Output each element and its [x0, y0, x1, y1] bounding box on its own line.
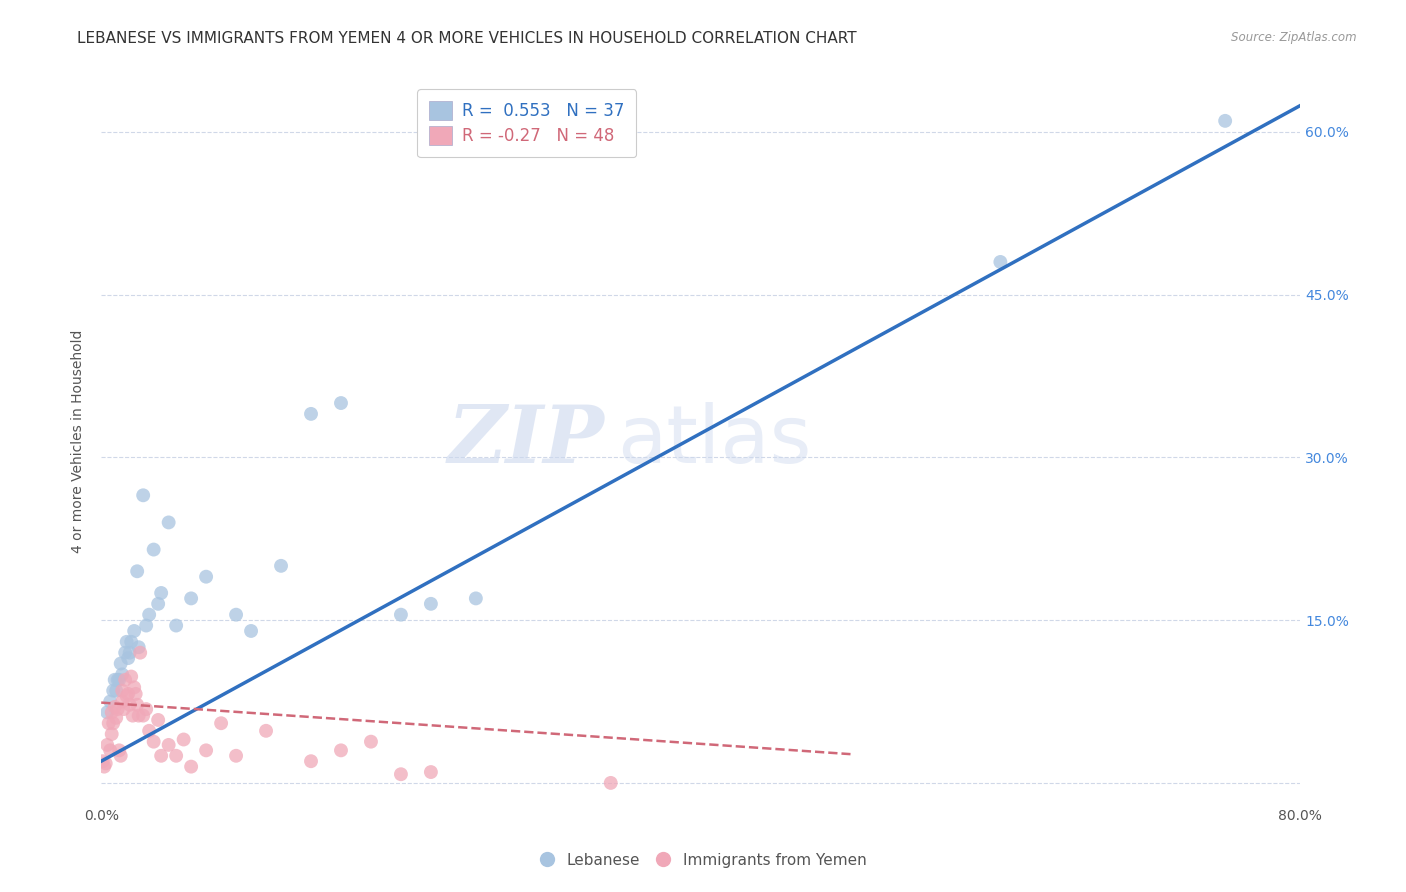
Point — [122, 681, 145, 695]
Text: LEBANESE VS IMMIGRANTS FROM YEMEN 4 OR MORE VEHICLES IN HOUSEHOLD CORRELATION CH: LEBANESE VS IMMIGRANTS FROM YEMEN 4 OR M… — [77, 31, 856, 46]
Point — [120, 635, 142, 649]
Point — [330, 743, 353, 757]
Point — [125, 687, 148, 701]
Point — [129, 646, 152, 660]
Point — [330, 396, 353, 410]
Point — [120, 669, 142, 683]
Point — [121, 708, 143, 723]
Point — [195, 570, 218, 584]
Point — [96, 706, 118, 720]
Point — [105, 683, 128, 698]
Text: atlas: atlas — [617, 402, 811, 480]
Point — [180, 591, 202, 606]
Point — [180, 759, 202, 773]
Point — [105, 711, 128, 725]
Point — [135, 702, 157, 716]
Point — [110, 657, 132, 671]
Point — [93, 759, 115, 773]
Point — [146, 597, 169, 611]
Point — [142, 734, 165, 748]
Y-axis label: 4 or more Vehicles in Household: 4 or more Vehicles in Household — [72, 329, 86, 553]
Point — [111, 667, 134, 681]
Text: Source: ZipAtlas.com: Source: ZipAtlas.com — [1232, 31, 1357, 45]
Point — [94, 756, 117, 771]
Point — [98, 743, 121, 757]
Point — [128, 640, 150, 655]
Point — [107, 702, 129, 716]
Point — [146, 713, 169, 727]
Point — [108, 743, 131, 757]
Point — [132, 708, 155, 723]
Point — [114, 673, 136, 687]
Point — [110, 748, 132, 763]
Point — [127, 698, 149, 712]
Point — [138, 607, 160, 622]
Point — [117, 651, 139, 665]
Point — [240, 624, 263, 638]
Point — [254, 723, 277, 738]
Point — [150, 748, 173, 763]
Point — [389, 767, 412, 781]
Point — [142, 542, 165, 557]
Point — [103, 683, 125, 698]
Point — [389, 607, 412, 622]
Point — [128, 708, 150, 723]
Point — [138, 723, 160, 738]
Point — [1213, 113, 1236, 128]
Point — [209, 716, 232, 731]
Point — [299, 407, 322, 421]
Point — [360, 734, 382, 748]
Point — [165, 618, 187, 632]
Point — [97, 716, 120, 731]
Point — [195, 743, 218, 757]
Point — [118, 698, 141, 712]
Point — [112, 702, 135, 716]
Point — [107, 673, 129, 687]
Point — [104, 700, 127, 714]
Point — [127, 564, 149, 578]
Point — [111, 694, 134, 708]
Point — [114, 646, 136, 660]
Point — [132, 488, 155, 502]
Point — [122, 624, 145, 638]
Point — [299, 754, 322, 768]
Point — [104, 673, 127, 687]
Point — [98, 694, 121, 708]
Point — [988, 255, 1011, 269]
Point — [464, 591, 486, 606]
Legend: R =  0.553   N = 37, R = -0.27   N = 48: R = 0.553 N = 37, R = -0.27 N = 48 — [418, 89, 637, 157]
Point — [150, 586, 173, 600]
Point — [115, 689, 138, 703]
Point — [225, 748, 247, 763]
Point — [225, 607, 247, 622]
Point — [100, 727, 122, 741]
Point — [270, 558, 292, 573]
Point — [173, 732, 195, 747]
Text: ZIP: ZIP — [449, 402, 605, 480]
Point — [117, 687, 139, 701]
Point — [419, 597, 441, 611]
Point — [157, 738, 180, 752]
Point — [599, 776, 621, 790]
Point — [165, 748, 187, 763]
Point — [135, 618, 157, 632]
Point — [111, 683, 134, 698]
Point — [108, 673, 131, 687]
Point — [100, 706, 122, 720]
Point — [419, 765, 441, 780]
Point — [103, 716, 125, 731]
Point — [91, 754, 114, 768]
Point — [96, 738, 118, 752]
Point — [118, 646, 141, 660]
Point — [157, 516, 180, 530]
Point — [115, 635, 138, 649]
Legend: Lebanese, Immigrants from Yemen: Lebanese, Immigrants from Yemen — [533, 847, 873, 873]
